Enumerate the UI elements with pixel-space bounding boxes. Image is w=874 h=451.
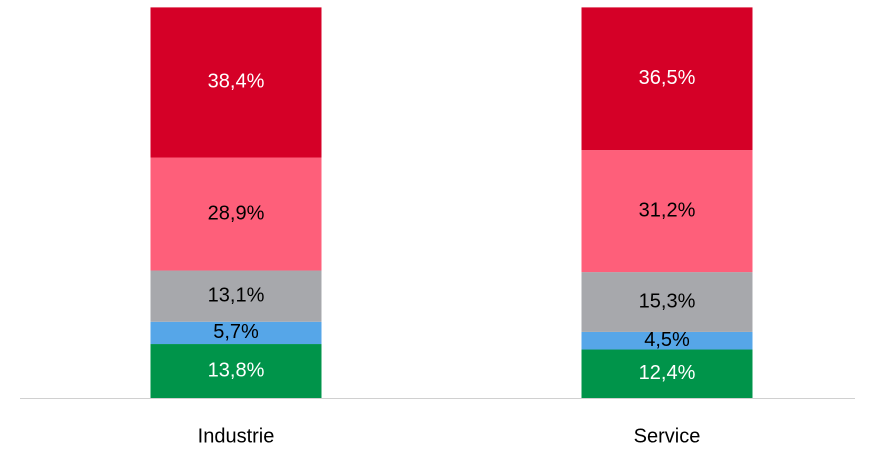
bar-segment xyxy=(150,7,322,158)
value-label: 5,7% xyxy=(213,321,259,343)
bar-segment xyxy=(581,331,753,350)
value-label: 28,9% xyxy=(208,202,265,224)
value-label: 12,4% xyxy=(639,362,696,384)
value-label: 38,4% xyxy=(208,71,265,93)
bar-segment xyxy=(581,272,753,332)
value-label: 36,5% xyxy=(639,67,696,89)
x-tick-label: Industrie xyxy=(198,425,275,447)
value-label: 31,2% xyxy=(639,199,696,221)
x-tick-label: Service xyxy=(634,425,701,447)
bar-segment xyxy=(150,157,322,271)
bar-segment xyxy=(581,349,753,398)
value-label: 13,1% xyxy=(208,284,265,306)
bar-segment xyxy=(581,7,753,151)
bar-segment xyxy=(150,270,322,322)
bar-segment xyxy=(150,344,322,398)
value-label: 4,5% xyxy=(644,329,690,351)
bar-segment xyxy=(150,321,322,345)
value-label: 15,3% xyxy=(639,290,696,312)
bar-segment xyxy=(581,150,753,273)
value-label: 13,8% xyxy=(208,359,265,381)
